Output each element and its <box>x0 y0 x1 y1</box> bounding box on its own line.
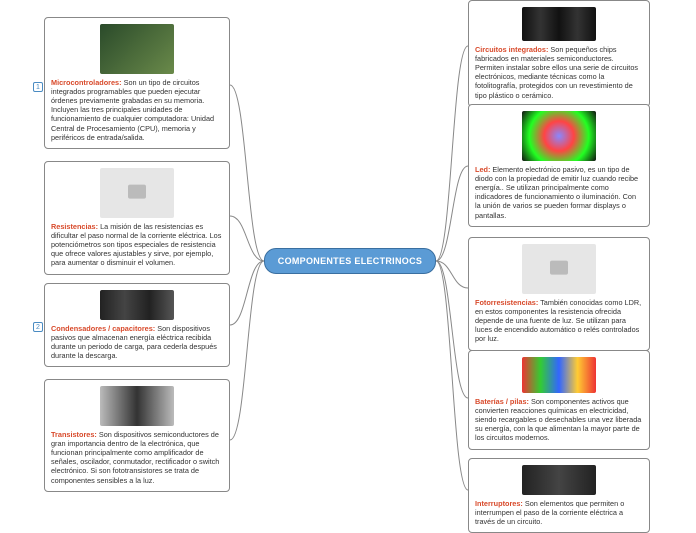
capacitor-image <box>100 290 174 320</box>
card-title: Circuitos integrados: <box>475 45 548 54</box>
card-fotorresistencias: Fotorresistencias: También conocidas com… <box>468 237 650 351</box>
center-node: COMPONENTES ELECTRINOCS <box>264 248 436 274</box>
card-condensadores: Condensadores / capacitores: Son disposi… <box>44 283 230 367</box>
card-text: Son dispositivos semiconductores de gran… <box>51 430 219 485</box>
led-image <box>522 111 596 161</box>
card-title: Fotorresistencias: <box>475 298 538 307</box>
card-text: Son pequeños chips fabricados en materia… <box>475 45 638 100</box>
card-interruptores: Interruptores: Son elementos que permite… <box>468 458 650 533</box>
transistor-image <box>100 386 174 426</box>
card-title: Baterías / pilas: <box>475 397 529 406</box>
card-transistores: Transistores: Son dispositivos semicondu… <box>44 379 230 492</box>
marker-2: 2 <box>33 322 43 332</box>
card-title: Microcontroladores: <box>51 78 122 87</box>
card-led: Led: Elemento electrónico pasivo, es un … <box>468 104 650 227</box>
center-title: COMPONENTES ELECTRINOCS <box>278 256 422 266</box>
card-microcontroladores: Microcontroladores: Son un tipo de circu… <box>44 17 230 149</box>
placeholder-image <box>100 168 174 218</box>
card-circuitos-integrados: Circuitos integrados: Son pequeños chips… <box>468 0 650 107</box>
card-baterias: Baterías / pilas: Son componentes activo… <box>468 350 650 450</box>
card-title: Led: <box>475 165 490 174</box>
switch-image <box>522 465 596 495</box>
ic-chip-image <box>522 7 596 41</box>
card-title: Transistores: <box>51 430 97 439</box>
card-title: Interruptores: <box>475 499 523 508</box>
marker-1: 1 <box>33 82 43 92</box>
microcontroller-image <box>100 24 174 74</box>
placeholder-image <box>522 244 596 294</box>
card-title: Condensadores / capacitores: <box>51 324 155 333</box>
card-title: Resistencias: <box>51 222 98 231</box>
card-text: Elemento electrónico pasivo, es un tipo … <box>475 165 638 220</box>
battery-image <box>522 357 596 393</box>
card-resistencias: Resistencias: La misión de las resistenc… <box>44 161 230 275</box>
card-text: Son un tipo de circuitos integrados prog… <box>51 78 214 142</box>
